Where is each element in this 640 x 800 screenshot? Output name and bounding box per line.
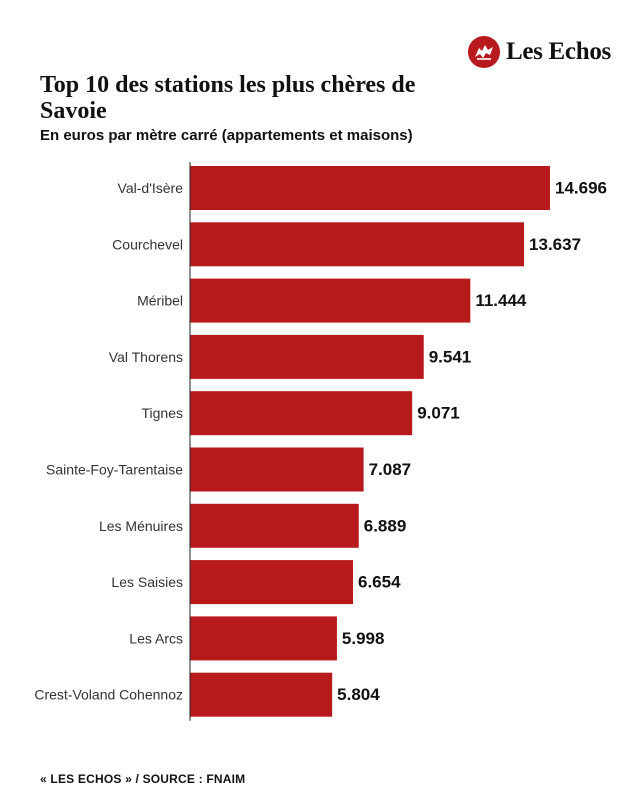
source-footer: « LES ECHOS » / SOURCE : FNAIM (40, 772, 246, 786)
brand-logo: Les Echos (468, 36, 611, 68)
bar-4 (190, 391, 413, 436)
chart-title: Top 10 des stations les plus chères de S… (40, 72, 416, 124)
value-label-7: 6.654 (358, 573, 401, 592)
value-label-8: 5.998 (342, 629, 385, 648)
value-label-0: 14.696 (555, 179, 607, 198)
category-label-7: Les Saisies (111, 574, 183, 590)
brand-name: Les Echos (506, 38, 611, 65)
bar-8 (190, 616, 337, 661)
value-label-2: 11.444 (475, 291, 527, 310)
bar-chart: Val-d'Isère 14.696 Courchevel 13.637 Méribel… (34, 162, 607, 721)
value-label-5: 7.087 (369, 460, 412, 479)
bar-6 (190, 503, 359, 548)
bar-9 (190, 672, 333, 717)
category-label-1: Courchevel (112, 236, 183, 252)
bar-2 (190, 278, 471, 323)
bar-0 (190, 166, 550, 210)
category-label-8: Les Arcs (129, 630, 183, 646)
category-label-2: Méribel (137, 293, 183, 309)
bar-3 (190, 334, 424, 379)
value-label-1: 13.637 (529, 235, 581, 254)
chart-subtitle: En euros par mètre carré (appartements e… (40, 127, 413, 144)
value-label-6: 6.889 (364, 516, 407, 535)
bar-1 (190, 222, 525, 267)
category-label-3: Val Thorens (109, 349, 183, 365)
value-label-3: 9.541 (429, 347, 472, 366)
category-label-4: Tignes (141, 405, 183, 421)
category-label-6: Les Ménuires (99, 518, 183, 534)
bar-5 (190, 447, 364, 492)
category-label-5: Sainte-Foy-Tarentaise (46, 462, 183, 478)
category-label-0: Val-d'Isère (118, 180, 184, 196)
value-label-9: 5.804 (337, 685, 380, 704)
category-label-9: Crest-Voland Cohennoz (34, 687, 183, 703)
griffin-logo-icon (468, 36, 500, 68)
value-label-4: 9.071 (417, 404, 460, 423)
bar-7 (190, 560, 353, 605)
